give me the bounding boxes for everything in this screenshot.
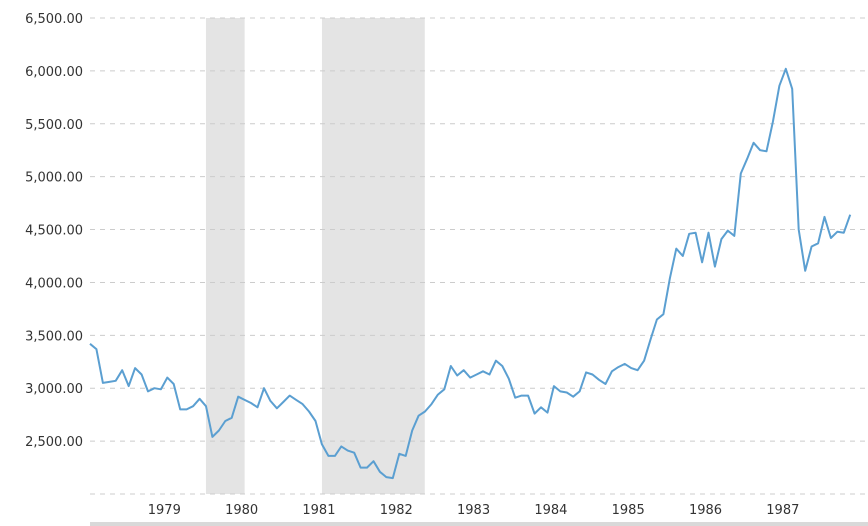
y-tick-label: 5,000.00 (25, 171, 83, 186)
y-tick-label: 4,500.00 (25, 224, 83, 239)
x-tick-label: 1981 (302, 503, 335, 518)
recession-band-1 (205, 18, 245, 494)
recession-band-2 (321, 18, 425, 494)
recession-bands (205, 18, 425, 494)
series-group (89, 67, 852, 480)
y-tick-label: 3,500.00 (25, 329, 83, 344)
y-tick-label: 5,500.00 (25, 118, 83, 133)
x-tick-label: 1984 (534, 503, 567, 518)
x-axis-tick-labels: 1979 1980 1981 1982 1983 1984 1985 1986 1987 (148, 503, 800, 518)
x-tick-label: 1982 (380, 503, 413, 518)
series-line (89, 67, 852, 480)
x-axis-bar (90, 522, 868, 526)
y-tick-label: 4,000.00 (25, 276, 83, 291)
y-tick-label: 6,000.00 (25, 65, 83, 80)
x-tick-label: 1985 (612, 503, 645, 518)
x-tick-label: 1979 (148, 503, 181, 518)
y-axis-tick-labels: 6,500.00 6,000.00 5,500.00 5,000.00 4,500.00… (25, 12, 83, 450)
y-tick-label: 2,500.00 (25, 435, 83, 450)
x-tick-label: 1986 (689, 503, 722, 518)
y-tick-label: 6,500.00 (25, 12, 83, 27)
x-tick-label: 1987 (766, 503, 799, 518)
y-tick-label: 3,000.00 (25, 382, 83, 397)
x-tick-label: 1980 (225, 503, 258, 518)
x-tick-label: 1983 (457, 503, 490, 518)
